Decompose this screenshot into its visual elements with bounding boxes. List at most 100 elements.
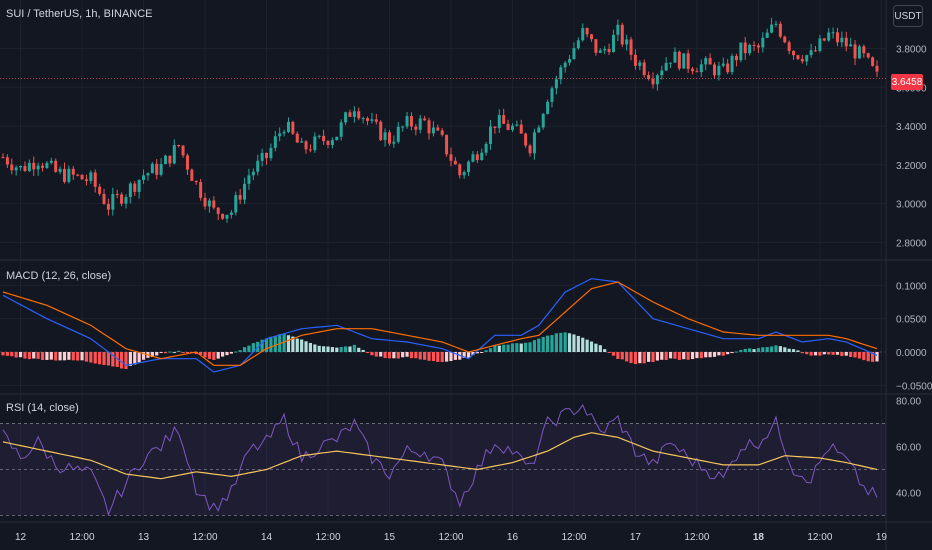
macd-histogram-bar [98,352,102,365]
macd-histogram-bar [49,352,53,360]
macd-histogram-bar [449,352,453,362]
time-axis-label: 12:00 [438,532,463,543]
macd-histogram-bar [229,352,233,354]
macd-histogram-bar [515,343,519,352]
candle-body [519,124,523,134]
macd-histogram-bar [827,352,831,355]
macd-histogram-bar [247,345,251,352]
macd-histogram-bar [269,336,273,352]
macd-histogram-bar [238,350,242,352]
macd-histogram-bar [124,352,128,370]
macd-histogram-bar [234,351,238,353]
candle-body [185,155,189,170]
candle-body [726,63,730,73]
macd-histogram-bar [488,348,493,352]
macd-axis-label: 0.0500 [896,315,927,326]
macd-histogram-bar [225,352,229,356]
macd-axis-label: −0.0500 [896,381,932,392]
macd-histogram-bar [216,352,220,359]
macd-histogram-bar [537,338,541,352]
macd-histogram-bar [392,352,396,359]
macd-histogram-bar [387,352,392,359]
candle-body [717,65,721,76]
price-axis-label: 3.4000 [896,122,927,133]
macd-histogram-bar [308,342,313,352]
macd-histogram-bar [677,352,681,360]
candle-body [396,126,400,142]
macd-histogram-bar [427,352,431,361]
macd-histogram-bar [172,351,176,353]
candle-body [216,207,220,214]
candle-body [71,168,75,175]
rsi-title: RSI (14, close) [6,402,79,414]
macd-histogram-bar [805,352,809,355]
macd-histogram-bar [5,352,9,356]
macd-histogram-bar [585,339,589,352]
price-axis-label: 3.8000 [896,44,927,55]
candle-body [27,162,31,171]
candle-body [374,119,378,122]
candle-body [581,28,585,41]
candle-body [497,115,501,129]
macd-histogram-bar [708,352,712,358]
macd-histogram-bar [36,352,40,359]
macd-histogram-bar [686,352,690,360]
candle-body [58,168,62,172]
macd-histogram-bar [756,348,761,352]
macd-histogram-bar [559,332,563,352]
candle-body [440,130,444,135]
candle-body [563,62,567,68]
macd-histogram-bar [54,352,58,361]
candle-body [770,24,774,33]
candle-body [106,203,110,210]
macd-histogram-bar [194,352,198,355]
candle-body [282,131,286,134]
macd-histogram-bar [603,349,607,352]
candle-body [712,64,716,76]
candle-body [243,183,247,200]
candle-body [120,194,124,204]
candle-body [761,37,765,48]
candle-body [835,32,839,43]
candle-body [168,155,172,164]
candle-body [840,37,844,43]
candle-body [783,36,787,43]
macd-histogram-bar [242,347,247,352]
candle-body [831,32,835,34]
candle-body [273,136,277,148]
macd-histogram-bar [379,352,383,357]
candle-body [190,169,194,181]
candle-body [818,38,822,51]
macd-histogram-bar [743,348,747,352]
macd-histogram-bar [181,352,185,353]
macd-histogram-bar [295,338,299,352]
currency-button[interactable]: USDT [893,5,923,27]
candle-body [23,166,27,171]
candle-body [405,116,409,127]
macd-histogram-bar [67,352,71,360]
candle-body [682,53,686,69]
macd-histogram-bar [466,352,471,358]
macd-histogram-bar [822,352,826,355]
macd-histogram-bar [796,350,800,352]
candle-body [506,123,510,130]
macd-histogram-bar [212,352,216,360]
candle-body [133,183,137,192]
candle-body [392,141,396,144]
candle-body [862,46,866,54]
candle-body [304,141,308,150]
macd-histogram-bar [159,352,163,353]
macd-histogram-bar [506,344,510,352]
candle-body [853,44,857,59]
macd-histogram-bar [150,352,154,358]
rsi-axis-label: 40.00 [896,488,921,499]
candle-body [431,127,435,134]
macd-histogram-bar [436,352,440,362]
candle-body [787,42,791,51]
candle-body [638,62,642,66]
macd-histogram-bar [840,352,844,357]
candle-body [172,145,176,164]
macd-histogram-bar [177,350,181,352]
macd-histogram-bar [251,343,255,352]
